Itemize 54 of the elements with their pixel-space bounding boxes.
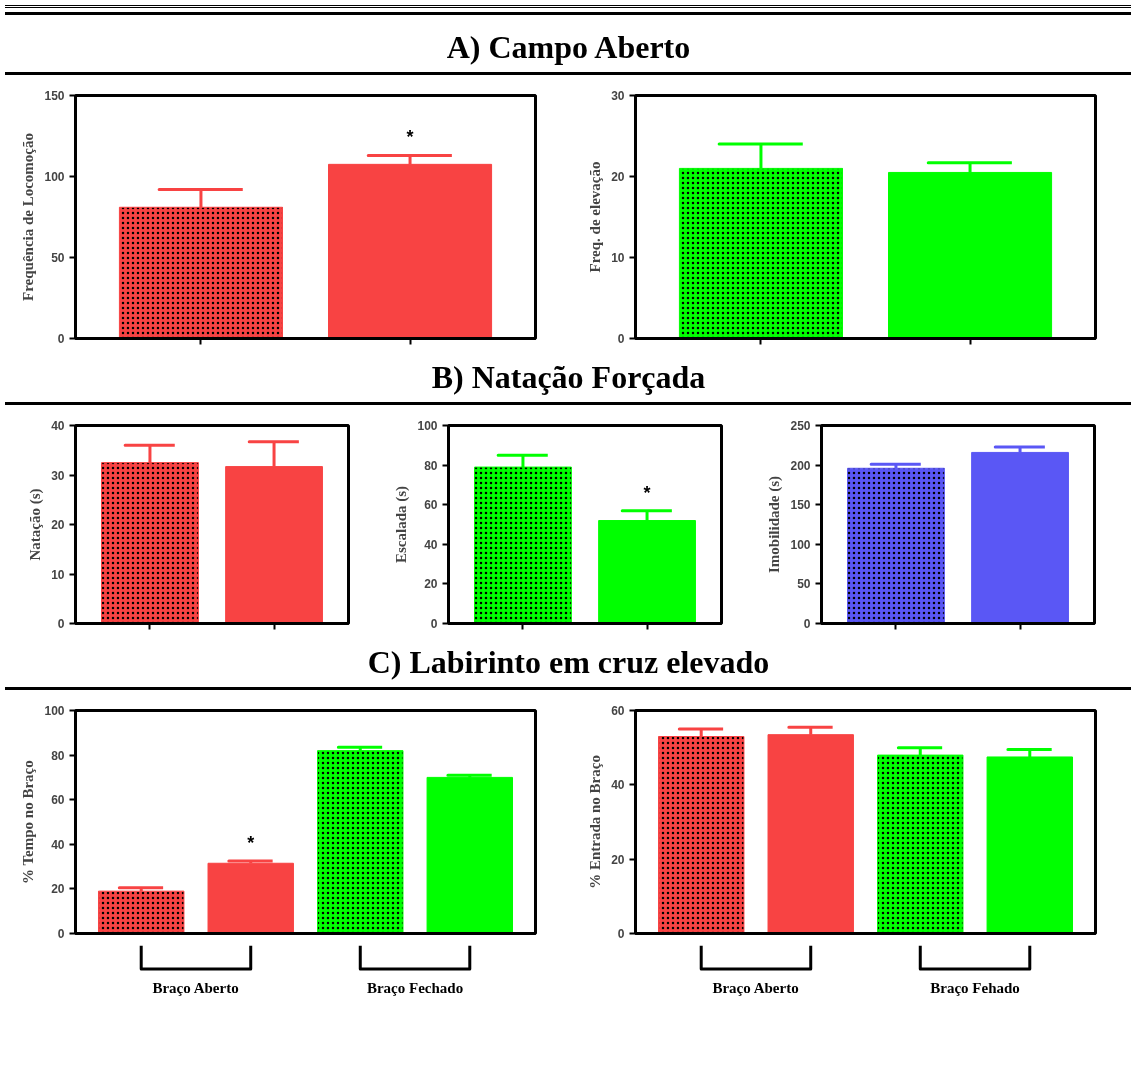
y-tick-label: 30 <box>51 468 65 483</box>
y-axis-title: Escalada (s) <box>393 485 411 564</box>
y-tick-label: 20 <box>611 170 625 184</box>
y-axis-title: Natação (s) <box>27 488 45 561</box>
y-tick-label: 40 <box>51 837 65 852</box>
y-tick-label: 100 <box>44 704 65 718</box>
y-tick-label: 0 <box>430 617 438 631</box>
bar <box>426 776 513 934</box>
bar <box>207 862 294 934</box>
y-tick-label: 50 <box>797 577 811 592</box>
y-tick-label: 40 <box>611 778 625 793</box>
y-tick-label: 0 <box>57 927 65 941</box>
y-axis-title: % Entrada no Braço <box>587 755 604 889</box>
text: Braço Aberto <box>152 979 239 996</box>
y-tick-label: 100 <box>417 419 438 433</box>
y-tick-label: 30 <box>611 89 625 103</box>
y-tick-label: 20 <box>51 518 65 532</box>
chart-title: A) Campo Aberto <box>446 28 691 67</box>
chart-title: B) Natação Forçada <box>431 358 706 397</box>
y-tick-label: 60 <box>611 704 625 718</box>
y-tick-label: 20 <box>424 577 438 592</box>
y-tick-label: 0 <box>57 332 65 346</box>
y-tick-label: 0 <box>617 927 625 941</box>
text: Braço Fehado <box>930 979 1020 996</box>
y-axis-title: Frequência de Locomoção <box>20 132 37 302</box>
y-tick-label: 0 <box>57 617 65 631</box>
y-tick-label: 20 <box>51 882 65 897</box>
y-tick-label: 100 <box>790 537 811 552</box>
y-tick-label: 150 <box>790 498 811 513</box>
data-label: * <box>643 482 651 503</box>
y-axis-title: Imobilidade (s) <box>766 475 784 574</box>
y-tick-label: 50 <box>51 251 65 265</box>
y-tick-label: 250 <box>790 419 811 433</box>
y-tick-label: 60 <box>51 793 65 808</box>
y-tick-label: 200 <box>790 458 811 473</box>
text: Braço Aberto <box>712 979 799 996</box>
y-tick-label: 40 <box>424 537 438 552</box>
y-tick-label: 80 <box>424 458 438 473</box>
y-tick-label: 0 <box>803 617 811 631</box>
y-tick-label: 150 <box>44 89 65 103</box>
y-tick-label: 80 <box>51 748 65 763</box>
text: Braço Fechado <box>366 979 464 996</box>
chart-title: C) Labirinto em cruz elevado <box>367 643 770 682</box>
y-axis-title: Freq. de elevação <box>587 161 604 273</box>
y-tick-label: 10 <box>51 567 65 582</box>
y-tick-label: 40 <box>51 419 65 433</box>
y-axis-title: % Tempo no Braço <box>20 760 37 885</box>
y-tick-label: 10 <box>611 251 625 265</box>
data-label: * <box>406 127 414 148</box>
data-label: * <box>247 833 255 854</box>
y-tick-label: 100 <box>44 170 65 184</box>
y-tick-label: 60 <box>424 498 438 513</box>
y-tick-label: 20 <box>611 852 625 867</box>
y-tick-label: 0 <box>617 332 625 346</box>
